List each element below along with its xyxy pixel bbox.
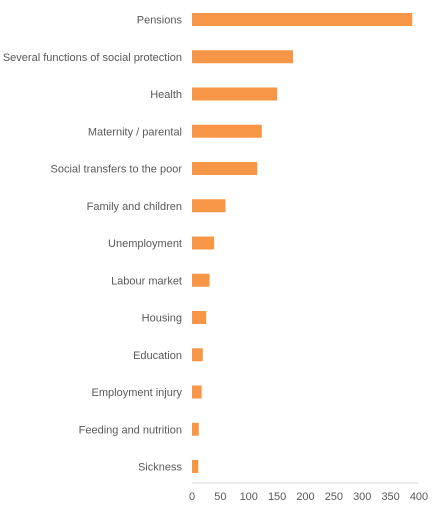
x-tick-label: 300 (353, 491, 371, 503)
bar (192, 124, 262, 138)
category-label: Pensions (137, 15, 183, 27)
bar (192, 311, 207, 324)
x-tick-label: 150 (268, 491, 286, 503)
category-labels: Pensions Several functions of social prot… (3, 15, 183, 474)
category-label: Family and children (87, 201, 182, 213)
x-tick-labels: 0 50 100 150 200 250 300 350 400 (189, 491, 428, 503)
x-tick-label: 0 (189, 491, 195, 503)
x-tick-label: 50 (214, 491, 226, 503)
x-tick-label: 200 (296, 491, 314, 503)
bar (192, 87, 278, 101)
category-label: Health (150, 89, 182, 101)
category-label: Maternity / parental (88, 126, 182, 138)
x-tick-label: 400 (410, 491, 428, 503)
bars (192, 13, 413, 473)
bar (192, 199, 226, 213)
category-label: Sickness (138, 462, 183, 474)
category-label: Social transfers to the poor (51, 164, 183, 176)
bar (192, 50, 294, 64)
category-label: Employment injury (92, 387, 183, 399)
category-label: Housing (142, 313, 182, 325)
category-label: Several functions of social protection (3, 52, 182, 64)
bar (192, 13, 413, 26)
bar (192, 385, 202, 399)
category-label: Unemployment (108, 238, 182, 250)
bar (192, 460, 199, 473)
category-label: Labour market (111, 275, 182, 287)
category-label: Education (133, 350, 182, 362)
bar (192, 162, 258, 175)
bar (192, 273, 210, 287)
category-label: Feeding and nutrition (79, 424, 182, 436)
x-tick-label: 350 (381, 491, 399, 503)
bar (192, 422, 199, 436)
x-tick-label: 250 (325, 491, 343, 503)
bar (192, 236, 215, 250)
x-tick-label: 100 (240, 491, 258, 503)
bar (192, 348, 203, 362)
